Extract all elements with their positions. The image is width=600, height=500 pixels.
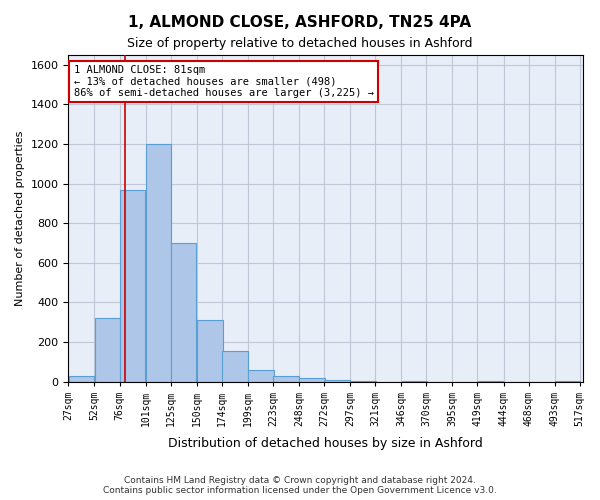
Bar bbox=[222, 351, 248, 382]
Bar bbox=[555, 380, 580, 382]
Bar bbox=[273, 376, 299, 382]
Y-axis label: Number of detached properties: Number of detached properties bbox=[15, 130, 25, 306]
Text: 1 ALMOND CLOSE: 81sqm
← 13% of detached houses are smaller (498)
86% of semi-det: 1 ALMOND CLOSE: 81sqm ← 13% of detached … bbox=[74, 65, 374, 98]
Bar bbox=[299, 378, 325, 382]
Bar bbox=[401, 380, 427, 382]
Bar bbox=[478, 380, 503, 382]
Text: Contains HM Land Registry data © Crown copyright and database right 2024.
Contai: Contains HM Land Registry data © Crown c… bbox=[103, 476, 497, 495]
Bar bbox=[325, 380, 350, 382]
Bar bbox=[350, 380, 376, 382]
Text: 1, ALMOND CLOSE, ASHFORD, TN25 4PA: 1, ALMOND CLOSE, ASHFORD, TN25 4PA bbox=[128, 15, 472, 30]
Bar bbox=[197, 320, 223, 382]
Bar bbox=[68, 376, 94, 382]
Bar bbox=[171, 243, 196, 382]
Bar bbox=[120, 190, 145, 382]
Bar bbox=[248, 370, 274, 382]
Text: Size of property relative to detached houses in Ashford: Size of property relative to detached ho… bbox=[127, 38, 473, 51]
Bar bbox=[146, 144, 172, 382]
Bar bbox=[95, 318, 121, 382]
X-axis label: Distribution of detached houses by size in Ashford: Distribution of detached houses by size … bbox=[168, 437, 483, 450]
